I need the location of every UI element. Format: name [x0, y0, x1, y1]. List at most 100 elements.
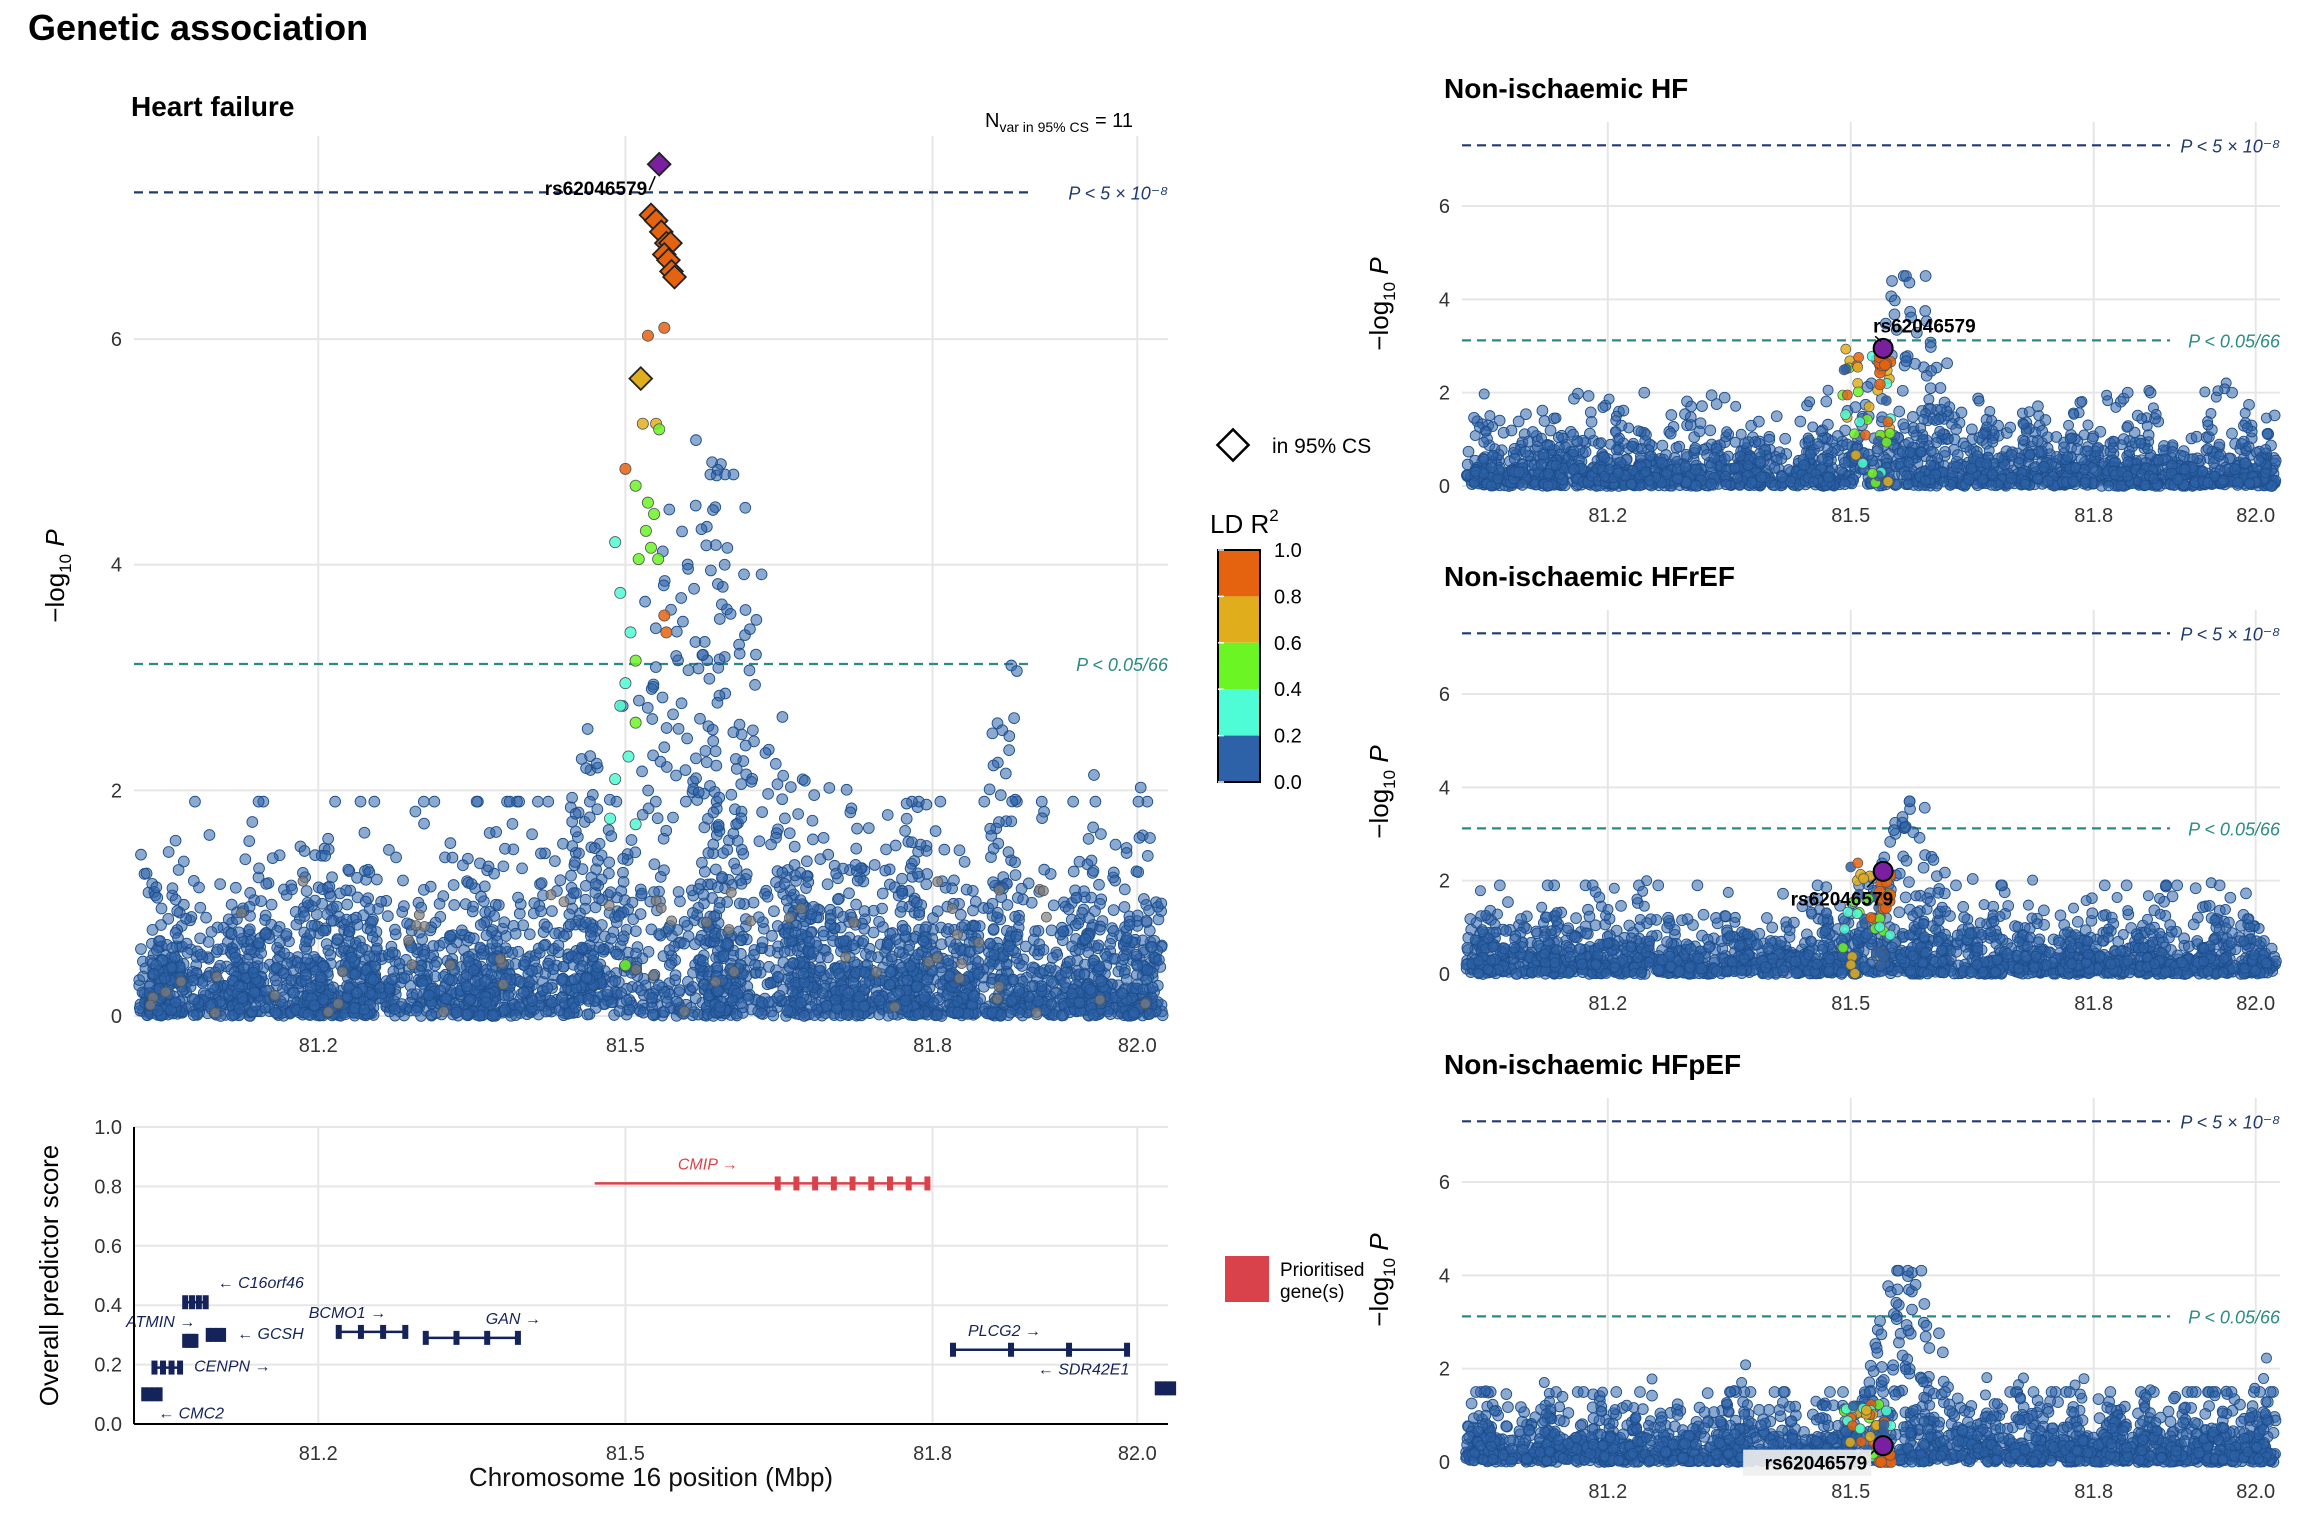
snp-point — [893, 946, 906, 958]
snp-point — [713, 653, 726, 666]
main-thresholds: P < 5 × 10⁻⁸P < 0.05/66 — [134, 183, 1169, 675]
snp-point — [657, 579, 670, 592]
snp-point-grey — [870, 966, 882, 978]
snp-point — [884, 966, 897, 978]
snp-point — [269, 974, 282, 987]
snp-point — [635, 984, 647, 997]
snp-point — [589, 842, 601, 855]
snp-point — [896, 872, 908, 885]
snp-point — [739, 501, 752, 514]
gene-exon — [886, 1176, 893, 1191]
snp-point — [1572, 387, 1584, 400]
snp-point — [1010, 930, 1023, 943]
snp-point — [363, 866, 376, 879]
snp-point — [188, 993, 201, 1006]
snp-point — [205, 926, 218, 938]
snp-point — [2050, 431, 2063, 443]
snp-point — [587, 950, 600, 963]
snp-point — [314, 971, 327, 984]
snp-point — [576, 960, 589, 972]
snp-point — [847, 939, 859, 951]
snp-point — [2177, 450, 2190, 463]
snp-point — [189, 795, 201, 808]
snp-point — [739, 739, 752, 752]
snp-point — [677, 615, 689, 628]
snp-point — [162, 846, 175, 858]
ld-legend-title: LD R2 — [1210, 506, 1279, 539]
snp-point — [535, 877, 548, 889]
snp-point — [776, 711, 789, 723]
snp-point — [667, 811, 679, 824]
snp-point — [837, 911, 849, 923]
snp-point — [844, 806, 857, 819]
snp-point — [776, 866, 789, 879]
snp-point — [443, 973, 455, 986]
snp-point — [513, 795, 525, 808]
snp-point — [673, 984, 686, 996]
snp-point — [166, 942, 179, 954]
gene-exon — [484, 1330, 491, 1345]
snp-point — [1143, 1008, 1156, 1020]
y-tick-label: 0.4 — [94, 1295, 122, 1317]
snp-point — [803, 935, 816, 948]
snp-point — [696, 955, 709, 967]
gene-exon — [189, 1295, 196, 1310]
x-tick-label: 82.0 — [1118, 1443, 1157, 1465]
snp-point — [180, 912, 192, 925]
snp-point — [642, 784, 654, 797]
snp-point — [681, 732, 693, 745]
snp-point — [225, 898, 238, 911]
snp-point — [367, 973, 380, 986]
snp-point — [253, 937, 265, 949]
snp-point — [934, 795, 947, 808]
snp-point — [556, 974, 568, 986]
snp-point — [460, 1008, 473, 1021]
snp-point — [873, 994, 886, 1007]
snp-point-grey — [655, 902, 667, 914]
snp-point — [308, 999, 321, 1012]
snp-point — [837, 862, 849, 875]
snp-point — [676, 525, 688, 538]
gene-exon — [1165, 1381, 1171, 1396]
snp-point — [1011, 892, 1024, 904]
snp-point — [711, 696, 724, 709]
snp-point — [733, 897, 746, 910]
snp-point — [322, 832, 334, 845]
snp-point — [398, 972, 411, 985]
gene-exon — [160, 1360, 167, 1375]
ld-point — [619, 462, 632, 475]
snp-point — [912, 1007, 925, 1020]
snp-point-grey — [211, 971, 223, 983]
snp-point — [187, 1009, 200, 1021]
snp-point — [1155, 897, 1168, 910]
snp-point — [938, 843, 951, 856]
snp-point — [690, 772, 702, 785]
snp-point — [326, 871, 338, 884]
gene-label: ← CMC2 — [158, 1405, 224, 1422]
gene-exon — [357, 1324, 364, 1339]
snp-point-grey — [558, 896, 570, 908]
snp-point — [806, 833, 819, 846]
snp-point — [872, 951, 884, 964]
snp-point — [410, 1004, 423, 1017]
snp-point-grey — [332, 998, 344, 1010]
snp-point — [1088, 769, 1100, 781]
snp-point-grey — [494, 953, 506, 965]
snp-point — [226, 1009, 239, 1022]
snp-point — [707, 504, 719, 516]
snp-point — [416, 977, 429, 990]
snp-point — [1120, 847, 1133, 859]
y-tick-label: 4 — [111, 555, 122, 577]
snp-point — [155, 902, 168, 915]
snp-point — [509, 958, 522, 970]
snp-point — [246, 816, 259, 828]
snp-point — [425, 1008, 438, 1021]
snp-point-grey — [337, 966, 348, 978]
snp-point-grey — [991, 993, 1003, 1005]
snp-point — [538, 939, 550, 952]
snp-point — [698, 821, 711, 834]
snp-point — [1123, 919, 1136, 931]
snp-point — [707, 806, 720, 819]
snp-point — [584, 750, 596, 762]
snp-point — [255, 947, 267, 959]
